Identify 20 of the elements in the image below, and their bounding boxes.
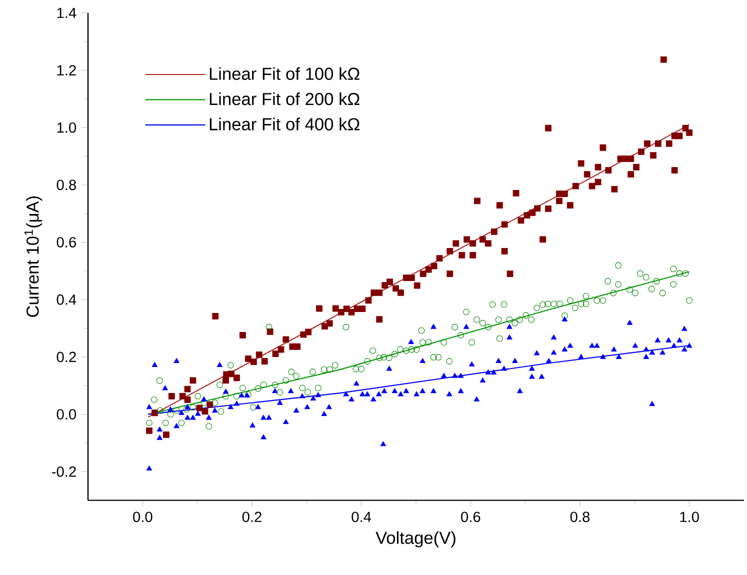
x-axis-title: Voltage(V) xyxy=(376,531,456,548)
x-tick-label: 0.6 xyxy=(461,512,480,522)
y-tick-label: 1.0 xyxy=(57,122,76,133)
x-tick-label: 1.0 xyxy=(680,512,699,522)
y-tick-label: 0.0 xyxy=(56,409,76,420)
y-tick-label: 0.8 xyxy=(56,180,76,190)
x-tick-label: 0.2 xyxy=(242,512,262,522)
y-tick-label: 0.4 xyxy=(56,294,76,305)
legend-label: Linear Fit of 200 kΩ xyxy=(210,92,360,106)
x-tick-label: 0.8 xyxy=(570,512,590,522)
y-tick-label: 1.2 xyxy=(57,65,76,76)
x-tick-label: 0.0 xyxy=(133,512,152,522)
y-tick-label: -0.2 xyxy=(52,466,76,477)
y-axis-title: Current 10$^{1}$(μA) xyxy=(24,196,42,317)
legend-label: Linear Fit of 100 kΩ xyxy=(210,67,360,80)
y-tick-label: 0.6 xyxy=(56,237,76,248)
legend-label: Linear Fit of 400 kΩ xyxy=(210,118,360,130)
y-tick-label: 0.2 xyxy=(56,352,76,362)
x-tick-label: 0.4 xyxy=(352,512,372,522)
y-tick-label: 1.4 xyxy=(57,8,76,18)
